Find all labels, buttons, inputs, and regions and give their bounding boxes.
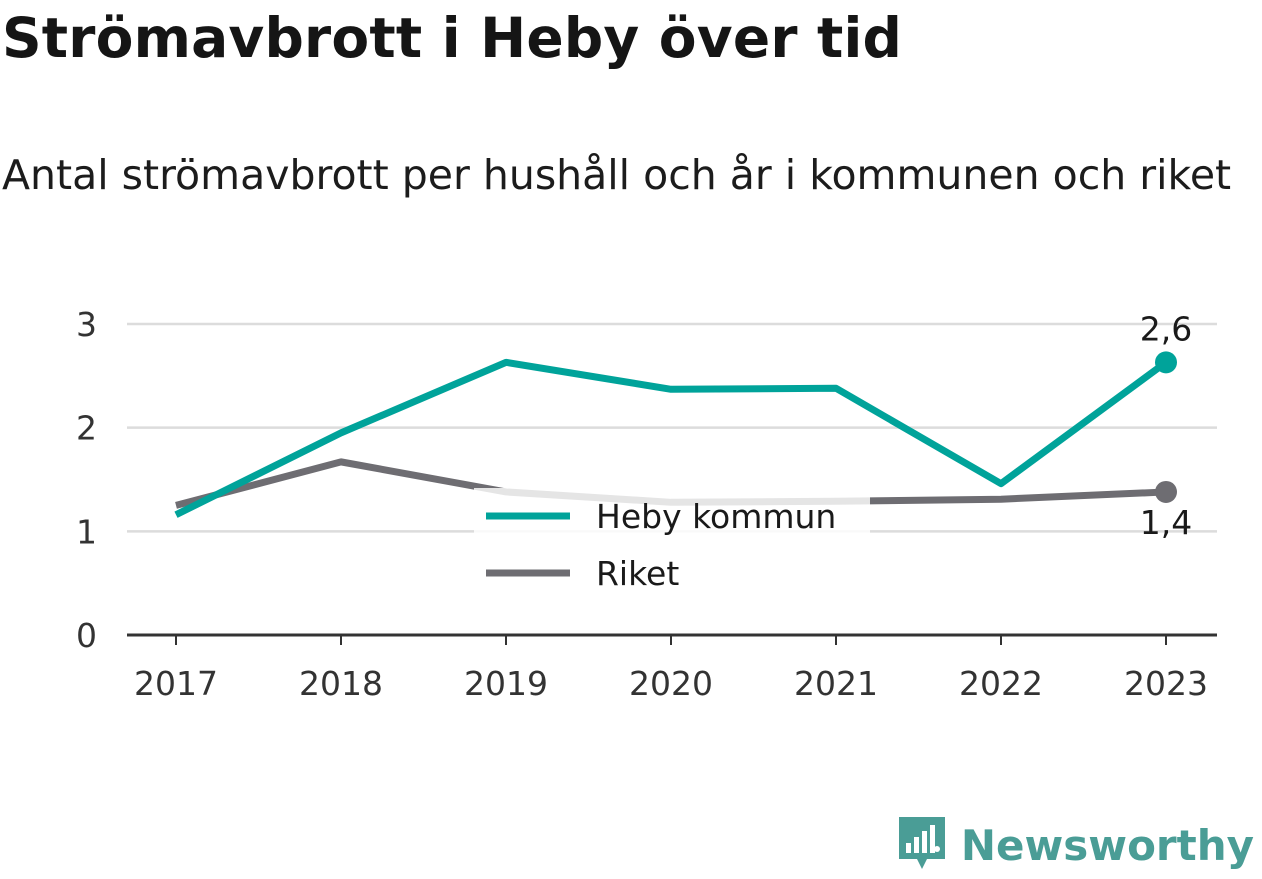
line-chart: 0 1 2 3 2017 2018 2019 2020 2021 2022 2023 Heby ko…	[76, 305, 1217, 703]
end-labels: 2,6 1,4	[1140, 309, 1192, 542]
chart-subtitle: Antal strömavbrott per hushåll och år i …	[2, 151, 1232, 199]
y-tick-label: 3	[76, 305, 97, 344]
legend: Heby kommun Riket	[474, 488, 870, 602]
x-tick-label: 2022	[959, 664, 1043, 703]
chart-title: Strömavbrott i Heby över tid	[2, 6, 903, 70]
x-tick-label: 2023	[1124, 664, 1208, 703]
brand-logo: Newsworthy	[897, 815, 1254, 875]
legend-background	[474, 488, 870, 602]
newsworthy-logo-icon	[897, 813, 947, 877]
brand-name: Newsworthy	[960, 820, 1254, 870]
grid-layer: 0 1 2 3 2017 2018 2019 2020 2021 2022 2023	[76, 305, 1217, 703]
legend-label: Heby kommun	[596, 497, 836, 536]
y-tick-label: 0	[76, 616, 97, 655]
y-tick-label: 2	[76, 409, 97, 448]
y-tick-label: 1	[76, 512, 97, 551]
series-endpoint-1	[1155, 480, 1177, 503]
x-tick-label: 2017	[134, 664, 218, 703]
end-value-label: 2,6	[1140, 309, 1192, 348]
x-tick-label: 2020	[629, 664, 713, 703]
series-endpoint-0	[1155, 351, 1177, 374]
x-tick-label: 2018	[299, 664, 383, 703]
legend-label: Riket	[596, 554, 679, 593]
x-tick-label: 2021	[794, 664, 878, 703]
end-value-label: 1,4	[1140, 503, 1192, 542]
x-tick-label: 2019	[464, 664, 548, 703]
